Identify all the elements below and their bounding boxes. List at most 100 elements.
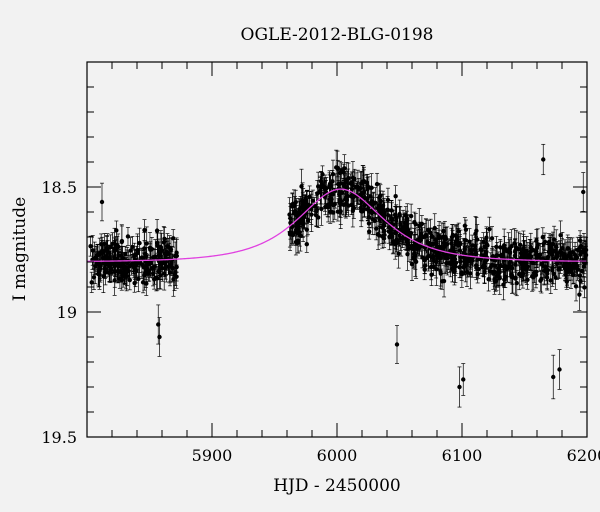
- data-point: [518, 250, 524, 256]
- data-point: [540, 235, 546, 240]
- data-point: [494, 244, 499, 250]
- data-point: [426, 254, 431, 259]
- data-point: [505, 265, 510, 270]
- data-point: [489, 236, 495, 241]
- data-point: [444, 242, 450, 247]
- data-point: [128, 248, 133, 253]
- data-point: [523, 264, 529, 269]
- data-point: [491, 269, 496, 275]
- data-point: [473, 231, 478, 237]
- data-point: [545, 271, 550, 276]
- data-point: [545, 254, 551, 260]
- x-tick-label: 5900: [192, 446, 233, 465]
- data-point: [172, 253, 178, 259]
- data-point: [456, 229, 461, 234]
- data-point: [422, 263, 428, 268]
- data-point: [385, 207, 390, 212]
- data-point: [335, 165, 340, 171]
- data-point: [392, 212, 398, 217]
- data-point: [165, 244, 170, 249]
- data-point: [449, 241, 454, 246]
- data-point: [310, 198, 316, 203]
- data-point: [294, 227, 299, 232]
- data-point: [551, 374, 556, 380]
- data-point: [512, 241, 517, 246]
- data-point: [127, 277, 132, 283]
- data-point: [553, 275, 558, 280]
- data-point: [325, 203, 330, 208]
- data-point: [413, 222, 418, 227]
- data-point: [457, 265, 462, 270]
- data-point: [535, 242, 540, 248]
- data-point: [328, 183, 333, 189]
- data-point: [304, 207, 310, 212]
- data-point: [456, 243, 461, 248]
- data-point: [575, 267, 580, 272]
- data-point: [154, 275, 159, 280]
- data-point: [145, 260, 151, 266]
- data-point: [486, 276, 491, 282]
- data-point: [136, 276, 141, 282]
- data-point: [528, 245, 533, 250]
- data-point: [162, 271, 167, 276]
- data-point: [361, 189, 367, 195]
- data-point: [423, 232, 429, 238]
- chart-title: OGLE-2012-BLG-0198: [241, 25, 434, 45]
- data-point: [316, 215, 321, 220]
- data-point: [314, 208, 319, 214]
- data-point: [565, 246, 570, 251]
- data-point: [366, 208, 372, 213]
- x-axis-label: HJD - 2450000: [273, 476, 401, 496]
- data-point: [376, 203, 381, 208]
- data-point: [122, 270, 127, 276]
- data-point: [483, 252, 488, 257]
- data-point: [349, 180, 355, 185]
- data-point: [157, 334, 162, 340]
- data-point: [422, 258, 427, 263]
- data-point: [102, 241, 107, 247]
- data-point: [524, 260, 529, 265]
- data-point: [555, 253, 560, 259]
- data-point: [393, 193, 398, 199]
- data-point: [561, 263, 567, 269]
- y-tick-label: 18.5: [41, 178, 77, 197]
- data-point: [474, 265, 479, 270]
- data-point: [113, 247, 118, 253]
- data-point: [338, 202, 343, 207]
- data-point: [509, 273, 515, 279]
- data-point: [495, 266, 501, 271]
- data-point: [506, 247, 511, 253]
- data-point: [381, 223, 387, 228]
- data-point: [550, 268, 555, 273]
- data-point: [431, 241, 436, 247]
- data-point: [352, 177, 357, 182]
- data-point: [332, 201, 337, 207]
- data-point: [290, 201, 295, 207]
- data-point: [432, 225, 437, 231]
- data-point: [90, 248, 95, 253]
- y-tick-label: 19: [57, 303, 77, 322]
- data-point: [125, 234, 131, 239]
- data-point: [103, 270, 108, 275]
- data-point: [535, 252, 540, 258]
- data-point: [430, 234, 435, 239]
- data-point: [359, 209, 364, 214]
- data-point: [390, 239, 396, 245]
- data-point: [127, 264, 132, 269]
- y-axis-label: I magnitude: [10, 197, 30, 301]
- data-point: [98, 263, 103, 268]
- data-point: [330, 172, 336, 177]
- data-point: [464, 269, 470, 275]
- data-point: [525, 277, 530, 282]
- data-point: [374, 181, 380, 187]
- data-point: [519, 273, 524, 279]
- data-point: [581, 250, 587, 255]
- data-point: [428, 264, 434, 270]
- data-point: [287, 230, 293, 235]
- data-point: [366, 229, 372, 234]
- data-point: [461, 377, 466, 382]
- data-point: [394, 342, 400, 347]
- data-point: [440, 246, 446, 251]
- data-point: [378, 198, 383, 204]
- data-point: [109, 261, 114, 267]
